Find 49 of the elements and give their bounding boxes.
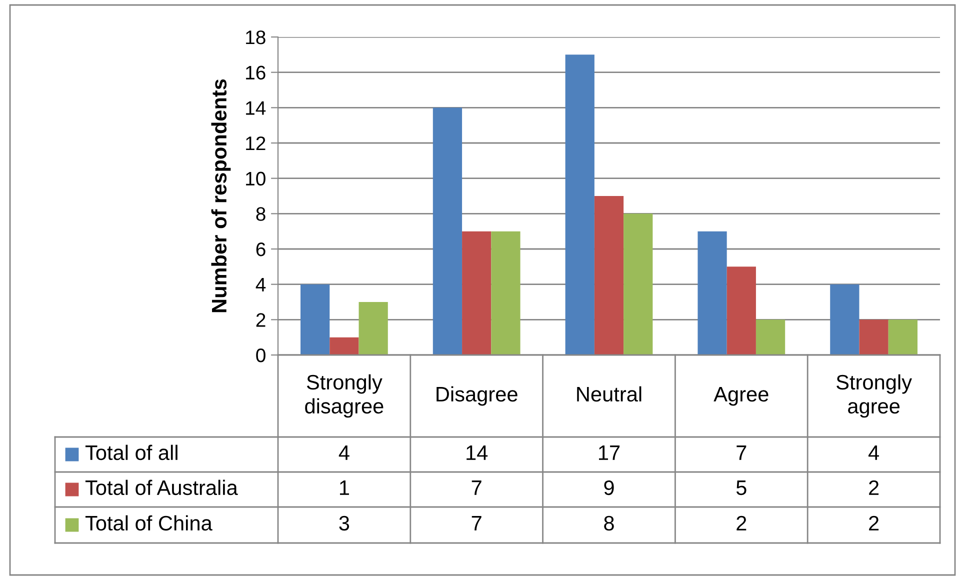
data-label: 4 xyxy=(868,446,879,460)
data-label: 7 xyxy=(472,516,482,530)
bar xyxy=(565,54,594,355)
legend-label: Total of all xyxy=(85,444,178,460)
bar xyxy=(358,302,388,355)
bar xyxy=(491,231,520,355)
x-tick-label: Strongly agree xyxy=(836,374,912,418)
y-tick-label: 0 xyxy=(256,348,266,362)
bar xyxy=(830,284,860,355)
bar xyxy=(432,108,462,355)
legend-label: Total of China xyxy=(85,515,212,531)
x-tick-label: Agree xyxy=(714,387,768,406)
data-label: 5 xyxy=(736,480,746,496)
y-tick-label: 4 xyxy=(256,278,266,292)
bar xyxy=(726,266,756,355)
x-tick-label: Strongly disagree xyxy=(305,374,384,418)
bar xyxy=(462,231,492,355)
y-tick-label: 8 xyxy=(256,207,266,221)
data-label: 2 xyxy=(736,516,746,530)
y-tick-label: 12 xyxy=(246,136,266,150)
y-tick-label: 6 xyxy=(256,242,266,256)
data-label: 7 xyxy=(472,480,482,495)
bar xyxy=(698,231,727,355)
data-label: 4 xyxy=(338,446,350,460)
x-tick-label: Disagree xyxy=(436,386,518,406)
y-tick-label: 10 xyxy=(246,172,266,186)
y-axis-title: Number of respondents xyxy=(211,79,231,312)
bar xyxy=(756,320,786,355)
bar xyxy=(888,320,918,355)
bar xyxy=(300,284,330,355)
y-tick-label: 18 xyxy=(246,30,266,44)
y-tick-label: 14 xyxy=(246,101,266,115)
legend-label: Total of Australia xyxy=(85,480,238,496)
x-tick-label: Neutral xyxy=(577,386,642,402)
data-label: 17 xyxy=(599,446,620,460)
bar xyxy=(594,196,624,355)
data-label: 14 xyxy=(466,446,488,460)
bar xyxy=(859,320,888,355)
y-tick-label: 16 xyxy=(246,66,266,80)
data-label: 8 xyxy=(604,516,614,531)
y-tick-label: 2 xyxy=(256,313,266,327)
data-label: 1 xyxy=(340,480,349,495)
bar xyxy=(330,337,359,355)
data-label: 3 xyxy=(339,516,350,531)
data-label: 2 xyxy=(869,516,879,530)
data-label: 7 xyxy=(736,446,746,460)
data-label: 9 xyxy=(604,480,614,496)
data-label: 2 xyxy=(869,480,879,495)
bar xyxy=(624,214,653,355)
